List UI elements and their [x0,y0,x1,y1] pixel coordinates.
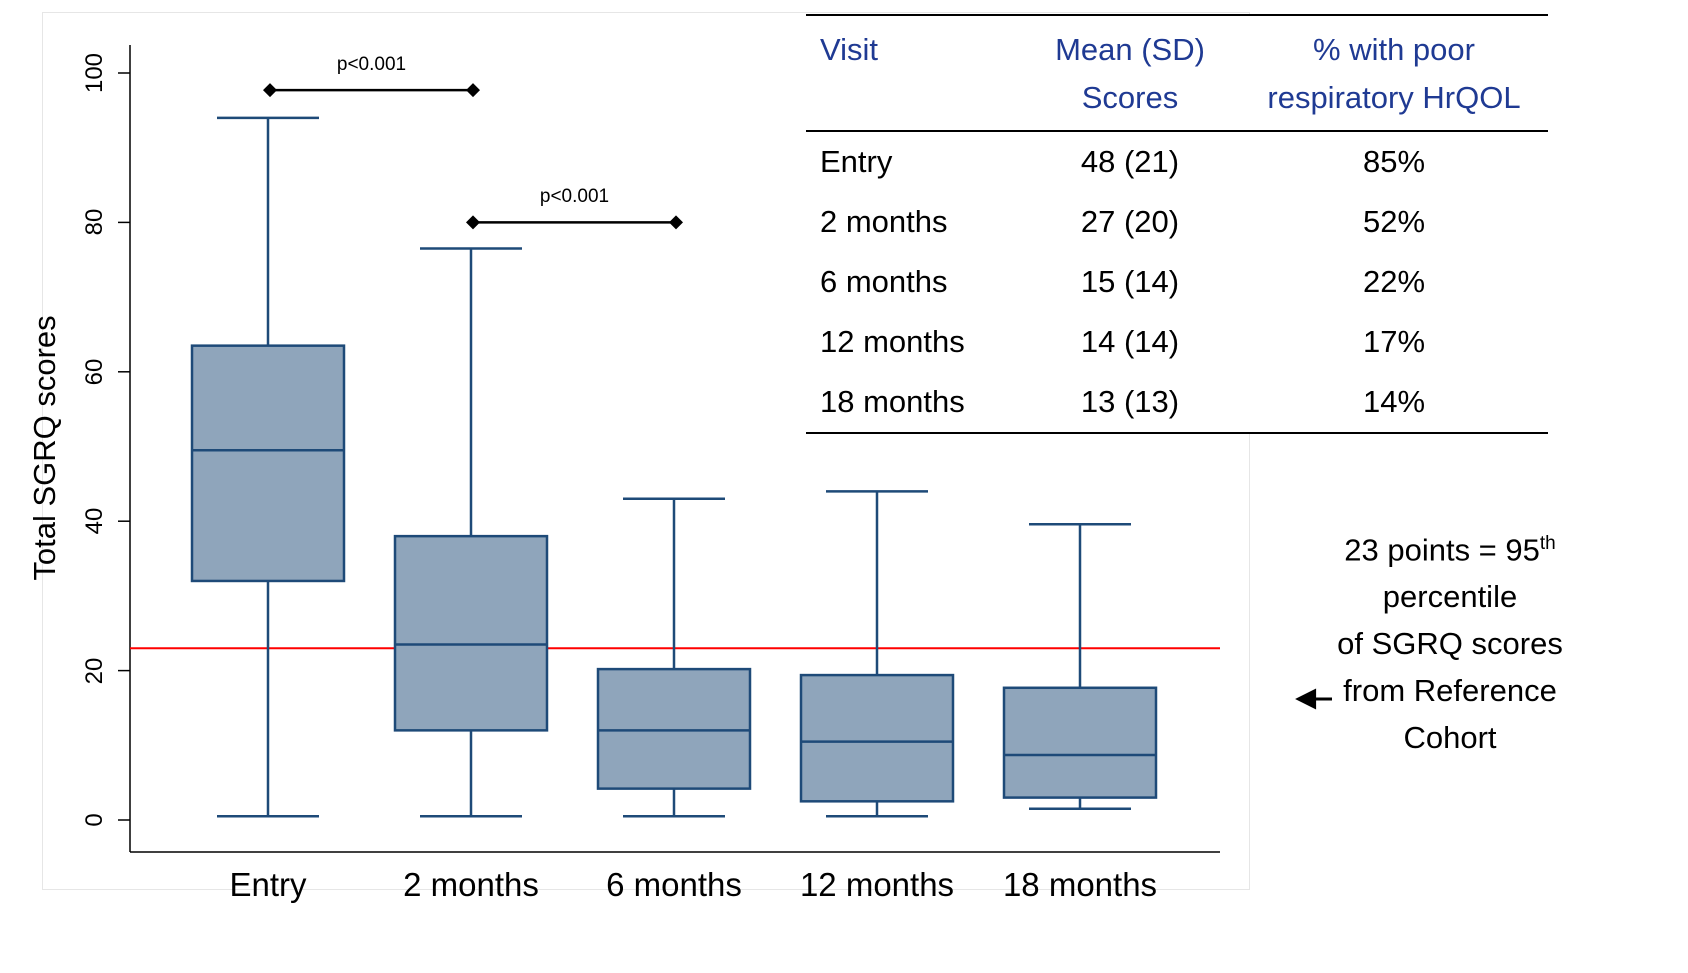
x-tick-label: 6 months [606,866,742,903]
box-12-months [799,490,955,818]
significance-marker [466,215,480,230]
y-tick-label-text: 0 [81,813,108,827]
iqr-box [393,534,549,732]
y-tick-label-text: 100 [81,52,108,94]
cell-visit: 12 months [820,324,965,359]
summary-table: Visit Mean (SD) Scores % with poor respi… [806,14,1548,434]
p-value-label: p<0.001 [336,54,407,76]
annotation-line: 23 points = 95th [1300,520,1600,573]
cell-visit: 2 months [820,204,948,239]
iqr-box [1002,686,1158,799]
y-tick-label-text: 60 [81,358,108,386]
cell-pct: 85% [1362,144,1426,179]
header-visit-text: Visit [820,32,879,67]
table-row: Entry 48 (21) 85% [806,131,1548,192]
significance-marker [669,215,683,230]
cell-visit: Entry [820,144,893,179]
header-mean-line2: Scores [1081,80,1179,115]
cell-pct: 17% [1362,324,1426,359]
box-18-months [1002,522,1158,811]
header-pct-line1: % with poor [1313,32,1475,67]
significance-marker [263,83,277,98]
annotation-line: percentile [1382,579,1518,615]
header-visit: Visit [806,14,1020,132]
x-tick-label: 18 months [1002,866,1158,903]
reference-annotation: 23 points = 95th percentile of SGRQ scor… [1300,520,1600,761]
annotation-line: from Reference [1343,673,1557,709]
cell-mean: 15 (14) [1080,264,1180,299]
box-entry [190,116,346,818]
table-row: 12 months 14 (14) 17% [806,312,1548,372]
iqr-box [596,667,752,790]
header-mean-line1: Mean (SD) [1055,32,1205,67]
significance-marker [466,83,480,98]
table-header-row: Visit Mean (SD) Scores % with poor respi… [806,14,1548,132]
cell-mean: 13 (13) [1020,372,1240,434]
y-tick-label-text: 20 [81,657,108,684]
annotation-line1: 23 points = 95 [1344,532,1540,568]
y-tick-label-text: 80 [81,209,108,236]
cell-pct: 14% [1240,372,1548,434]
iqr-box [799,673,955,803]
annotation-superscript: th [1539,533,1556,554]
p-value-label: p<0.001 [539,186,610,208]
significance-bracket [263,83,480,98]
cell-mean: 48 (21) [1080,144,1180,179]
box-6-months [596,497,752,818]
x-tick-label: Entry [229,866,307,903]
table-row: 6 months 15 (14) 22% [806,252,1548,312]
significance-bracket [466,215,683,230]
cell-pct: 52% [1362,204,1426,239]
header-poor-hrqol: % with poor respiratory HrQOL [1240,14,1548,132]
x-tick-label: 2 months [403,866,539,903]
iqr-box [190,344,346,583]
x-tick-label: 12 months [799,866,955,903]
header-pct-line2: respiratory HrQOL [1267,80,1521,115]
header-mean-sd: Mean (SD) Scores [1020,14,1240,132]
y-tick-label-text: 40 [81,507,108,535]
cell-mean: 14 (14) [1080,324,1180,359]
cell-pct: 22% [1362,264,1426,299]
cell-visit: 6 months [820,264,948,299]
annotation-line: Cohort [1403,720,1497,756]
table-row: 2 months 27 (20) 52% [806,192,1548,252]
box-2-months [393,247,549,818]
cell-visit: 18 months [806,372,1020,434]
cell-mean: 27 (20) [1080,204,1180,239]
y-axis-title: Total SGRQ scores [27,315,62,581]
annotation-line: of SGRQ scores [1337,626,1563,662]
table-row: 18 months 13 (13) 14% [806,372,1548,434]
